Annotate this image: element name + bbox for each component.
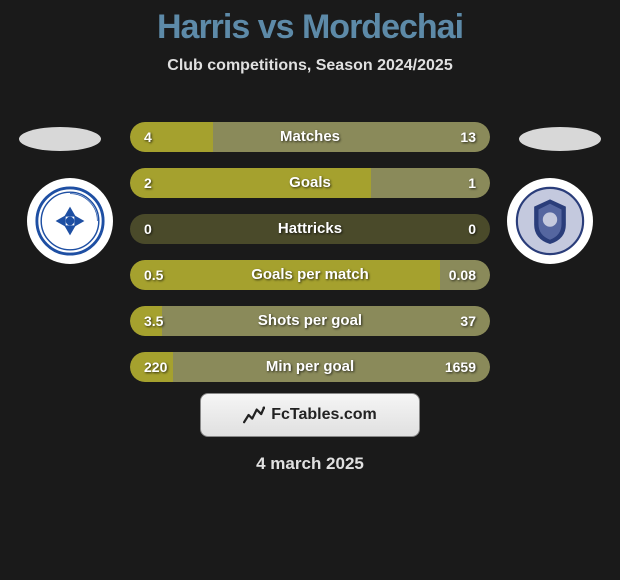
- stat-label: Goals: [130, 168, 490, 198]
- stat-label: Matches: [130, 122, 490, 152]
- stat-row-matches: Matches4 13: [130, 122, 490, 152]
- stat-row-shots-per-goal: Shots per goal3.5 37: [130, 306, 490, 336]
- stat-value-right: 0: [468, 214, 476, 244]
- stat-row-goals-per-match: Goals per match0.5 0.08: [130, 260, 490, 290]
- stat-value-left: 0.5: [144, 260, 163, 290]
- stat-label: Goals per match: [130, 260, 490, 290]
- subtitle: Club competitions, Season 2024/2025: [0, 57, 620, 75]
- club-badge-left: [27, 178, 113, 264]
- stat-value-right: 37: [460, 306, 476, 336]
- maccabi-soccer-icon: [34, 185, 106, 257]
- stat-row-hattricks: Hattricks0 0: [130, 214, 490, 244]
- date-label: 4 march 2025: [0, 454, 620, 474]
- page-title: Harris vs Mordechai: [0, 0, 620, 47]
- stats-bars-group: Matches4 13 Goals2 1 Hattricks0 0 Goals per ma…: [130, 122, 490, 398]
- stat-value-left: 3.5: [144, 306, 163, 336]
- stats-comparison-card: Harris vs Mordechai Club competitions, S…: [0, 0, 620, 580]
- stat-label: Hattricks: [130, 214, 490, 244]
- stat-value-right: 1: [468, 168, 476, 198]
- shadow-ellipse-right: [519, 127, 601, 151]
- stat-value-left: 2: [144, 168, 152, 198]
- stat-row-goals: Goals2 1: [130, 168, 490, 198]
- stat-value-left: 4: [144, 122, 152, 152]
- stat-value-left: 220: [144, 352, 167, 382]
- stat-label: Shots per goal: [130, 306, 490, 336]
- fctables-logo[interactable]: FcTables.com: [200, 393, 420, 437]
- stat-value-right: 0.08: [449, 260, 476, 290]
- club-badge-right: [507, 178, 593, 264]
- stat-value-right: 1659: [445, 352, 476, 382]
- shadow-ellipse-left: [19, 127, 101, 151]
- stat-row-min-per-goal: Min per goal220 1659: [130, 352, 490, 382]
- chart-zigzag-icon: [243, 406, 265, 424]
- stat-label: Min per goal: [130, 352, 490, 382]
- ironi-shield-icon: [514, 185, 586, 257]
- stat-value-left: 0: [144, 214, 152, 244]
- stat-value-right: 13: [460, 122, 476, 152]
- logo-text: FcTables.com: [271, 406, 377, 424]
